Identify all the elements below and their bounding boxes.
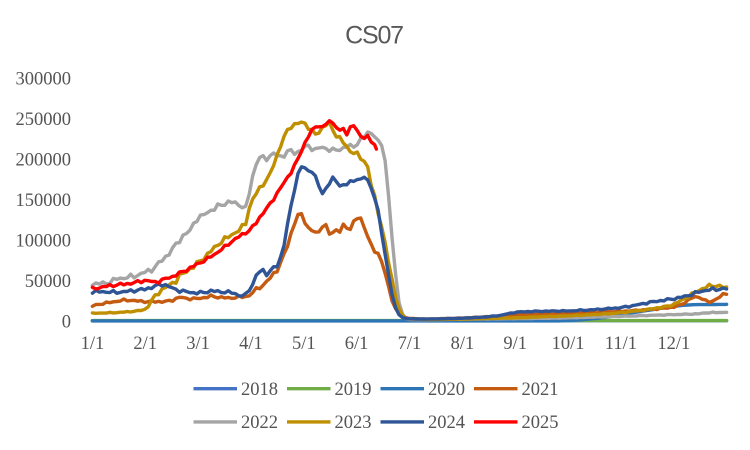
- svg-text:0: 0: [62, 313, 71, 333]
- svg-text:11/1: 11/1: [605, 334, 637, 354]
- svg-text:150000: 150000: [16, 191, 72, 211]
- svg-text:CS07: CS07: [345, 22, 403, 50]
- svg-text:6/1: 6/1: [345, 334, 369, 354]
- svg-text:1/1: 1/1: [81, 334, 105, 354]
- svg-text:9/1: 9/1: [503, 334, 527, 354]
- svg-text:5/1: 5/1: [292, 334, 316, 354]
- svg-text:2023: 2023: [335, 413, 372, 433]
- svg-text:8/1: 8/1: [451, 334, 475, 354]
- svg-text:2018: 2018: [241, 380, 278, 400]
- svg-text:7/1: 7/1: [398, 334, 422, 354]
- svg-text:100000: 100000: [16, 232, 72, 252]
- svg-text:2/1: 2/1: [133, 334, 157, 354]
- svg-text:250000: 250000: [16, 110, 72, 130]
- svg-text:2022: 2022: [241, 413, 278, 433]
- svg-text:50000: 50000: [25, 272, 71, 292]
- svg-text:12/1: 12/1: [657, 334, 690, 354]
- svg-text:2020: 2020: [428, 380, 465, 400]
- svg-text:2019: 2019: [335, 380, 372, 400]
- svg-text:3/1: 3/1: [186, 334, 210, 354]
- svg-text:200000: 200000: [16, 151, 72, 171]
- svg-text:2021: 2021: [522, 380, 559, 400]
- svg-text:4/1: 4/1: [239, 334, 263, 354]
- svg-text:2025: 2025: [522, 413, 559, 433]
- svg-text:300000: 300000: [16, 70, 72, 90]
- svg-text:2024: 2024: [428, 413, 465, 433]
- svg-text:10/1: 10/1: [552, 334, 585, 354]
